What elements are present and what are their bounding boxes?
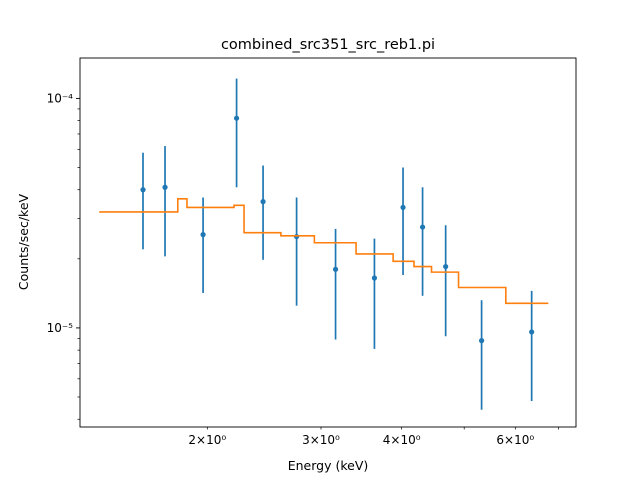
x-tick-label: 4×10⁰	[383, 433, 421, 447]
data-point-1	[140, 187, 146, 193]
y-tick-label: 10⁻⁵	[47, 321, 74, 335]
plot-area	[99, 78, 549, 410]
data-point-9	[400, 204, 406, 211]
y-axis-label: Counts/sec/keV	[16, 193, 31, 290]
data-point-10	[419, 224, 426, 230]
data-point-13	[529, 329, 535, 335]
data-point-8	[371, 275, 378, 281]
data-point-11	[443, 263, 449, 270]
data-point-2	[162, 184, 168, 190]
data-point-4	[233, 115, 240, 121]
y-axis: 10⁻⁵ 10⁻⁴	[47, 91, 80, 420]
y-tick-label: 10⁻⁴	[47, 91, 74, 105]
x-axis: 2×10⁰ 3×10⁰ 4×10⁰ 6×10⁰	[188, 427, 559, 447]
data-point-12	[478, 338, 485, 344]
x-tick-label: 3×10⁰	[302, 433, 340, 447]
data-point-3	[200, 232, 206, 238]
chart-title: combined_src351_src_reb1.pi	[221, 37, 435, 53]
model-step-line	[99, 198, 549, 305]
x-axis-label: Energy (keV)	[288, 458, 369, 473]
x-tick-label: 2×10⁰	[188, 433, 226, 447]
data-point-5	[260, 199, 266, 205]
x-tick-label: 6×10⁰	[496, 433, 534, 447]
axes-frame	[79, 57, 577, 428]
data-point-7	[332, 266, 339, 272]
